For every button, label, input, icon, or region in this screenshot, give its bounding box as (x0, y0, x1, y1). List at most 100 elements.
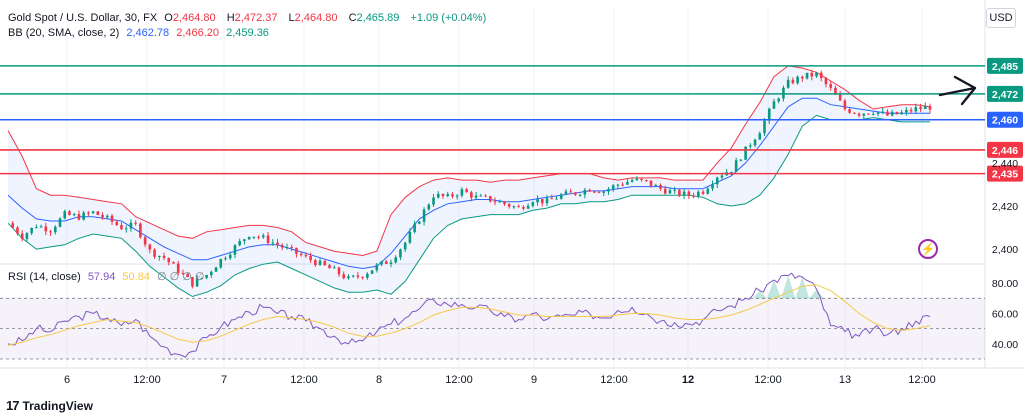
rsi-axis-label: 80.00 (992, 278, 1018, 290)
candle-body (715, 177, 719, 185)
candle-body (517, 206, 520, 208)
candle-body (574, 192, 577, 195)
time-axis-label: 6 (64, 374, 70, 386)
candle-body (871, 113, 875, 115)
low-label: L (288, 12, 295, 24)
candle-body (16, 227, 19, 234)
candle-body (139, 223, 142, 238)
candle-body (843, 100, 847, 110)
level-tag-text: 2,485 (992, 61, 1018, 73)
candle-body (295, 247, 298, 254)
candle-body (559, 194, 563, 199)
candle-body (720, 175, 724, 178)
candle-body (668, 190, 672, 194)
candlestick-series (11, 69, 932, 289)
candle-body (299, 253, 303, 256)
candle-body (824, 78, 828, 85)
candle-body (607, 188, 610, 192)
candle-body (214, 267, 218, 272)
candle-body (432, 197, 435, 205)
candle-body (706, 188, 710, 194)
candle-body (734, 160, 738, 172)
rsi-ma-line (7, 284, 931, 346)
level-tag-2485 (987, 57, 1023, 74)
candle-body (569, 191, 572, 193)
bb-label[interactable]: BB (20, SMA, close, 2) (8, 27, 120, 39)
candle-body (441, 193, 445, 197)
candle-body (626, 181, 629, 185)
candle-body (540, 199, 544, 204)
candle-body (678, 189, 681, 196)
candle-body (895, 111, 899, 115)
candle-body (53, 226, 57, 233)
candle-body (470, 192, 473, 198)
candle-body (881, 111, 885, 113)
level-tag-2435 (987, 165, 1023, 182)
candle-body (526, 205, 530, 209)
candle-body (744, 146, 747, 160)
time-axis-label: 13 (839, 374, 851, 386)
candle-body (247, 236, 251, 240)
time-axis-label: 12:00 (445, 374, 473, 386)
candle-body (153, 249, 156, 257)
candle-body (711, 184, 714, 189)
candle-body (77, 214, 81, 220)
candle-body (422, 209, 426, 222)
candle-body (11, 223, 15, 228)
level-tag-text: 2,435 (992, 169, 1018, 181)
annotation-arrow (938, 75, 977, 106)
rsi-label[interactable]: RSI (14, close) (8, 271, 81, 283)
brand-logo[interactable]: 17 TradingView (6, 398, 93, 413)
candle-body (890, 111, 894, 116)
rsi-legend: RSI (14, close) 57.94 50.84 ∅ ∅ ∅ ∅ (8, 270, 209, 284)
open-value: 2,464.80 (172, 12, 216, 24)
level-tag-text: 2,446 (992, 145, 1018, 157)
candle-body (271, 242, 275, 244)
candle-body (645, 179, 648, 181)
time-axis-label: 12:00 (133, 374, 161, 386)
candle-body (796, 76, 799, 84)
currency-button[interactable]: USD (986, 8, 1016, 28)
candle-body (536, 199, 539, 203)
candle-body (176, 263, 180, 274)
candle-body (314, 260, 317, 266)
candle-body (810, 72, 814, 77)
candle-body (389, 262, 393, 264)
horizontal-levels (0, 65, 985, 175)
candle-body (243, 239, 246, 242)
candle-body (455, 195, 459, 197)
change-value: +1.09 (+0.04%) (410, 12, 487, 24)
candle-body (172, 262, 175, 264)
candle-body (654, 185, 658, 187)
candle-body (583, 189, 587, 195)
candle-body (191, 276, 194, 287)
candle-body (630, 180, 634, 182)
candle-body (370, 270, 374, 274)
close-value: 2,465.89 (356, 12, 400, 24)
candle-body (616, 184, 620, 186)
candle-body (366, 273, 369, 278)
candle-body (635, 178, 639, 181)
arrow-right-icon (938, 75, 977, 106)
candle-body (266, 235, 270, 244)
flash-icon[interactable]: ⚡ (918, 239, 938, 259)
candle-body (857, 113, 861, 116)
tradingview-logo-icon: 17 (6, 398, 20, 413)
candle-body (167, 257, 171, 263)
candle-body (853, 112, 856, 114)
candle-body (588, 189, 591, 192)
candle-body (148, 244, 152, 250)
candle-body (82, 212, 85, 220)
candle-body (195, 278, 199, 287)
candle-body (30, 227, 33, 234)
symbol-title[interactable]: Gold Spot / U.S. Dollar, 30, FX (8, 12, 158, 24)
candle-body (786, 79, 790, 88)
bb-legend: BB (20, SMA, close, 2) 2,462.78 2,466.20… (8, 26, 273, 40)
candle-body (692, 195, 695, 197)
grid-lines (0, 0, 1024, 370)
candle-body (39, 226, 43, 228)
candle-body (110, 215, 114, 222)
candle-body (772, 101, 776, 109)
candle-body (25, 233, 29, 240)
